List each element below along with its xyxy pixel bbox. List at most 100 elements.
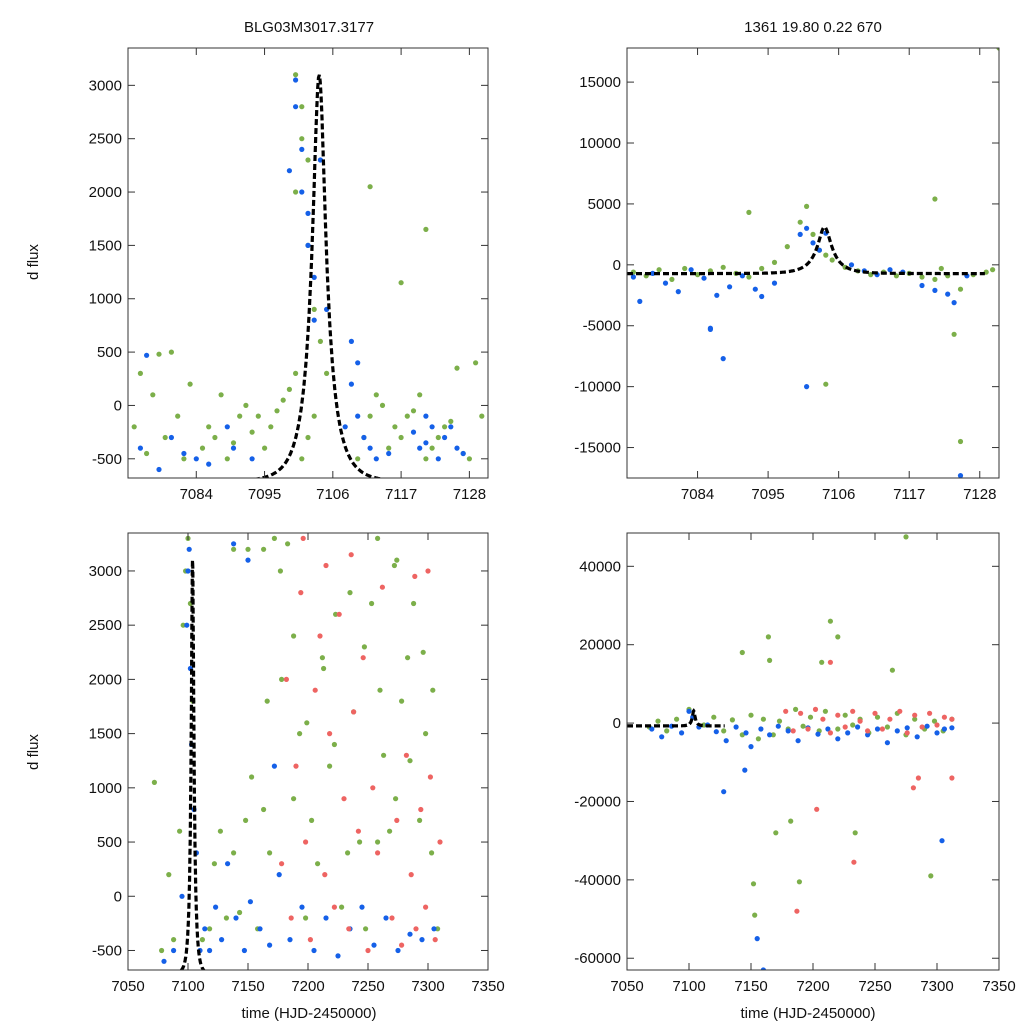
data-point-green	[187, 381, 193, 387]
data-point-red	[812, 706, 819, 713]
data-point-blue	[293, 104, 299, 110]
data-point-blue	[202, 926, 208, 932]
data-point-green	[211, 861, 217, 867]
y-tick-label: 500	[97, 834, 122, 851]
data-point-blue	[701, 275, 707, 281]
data-point-green	[177, 828, 183, 834]
data-point-red	[408, 872, 414, 878]
data-point-green	[755, 736, 762, 742]
data-point-blue	[156, 466, 162, 473]
data-point-blue	[804, 225, 810, 231]
data-point-green	[144, 450, 150, 457]
data-point-red	[949, 716, 955, 722]
data-point-blue	[184, 622, 190, 628]
data-point-green	[903, 534, 909, 540]
ylabel-top: d flux	[25, 244, 42, 280]
data-point-blue	[758, 726, 764, 732]
data-point-green	[262, 445, 268, 451]
points-bottom-right	[646, 534, 955, 970]
data-point-green	[957, 438, 964, 445]
data-point-green	[746, 209, 752, 215]
data-point-blue	[230, 445, 237, 451]
points-top-right	[630, 48, 999, 478]
data-point-green	[243, 402, 249, 408]
data-point-red	[283, 676, 289, 683]
data-point-red	[865, 728, 871, 734]
data-point-green	[171, 937, 177, 943]
x-tick-label: 7200	[796, 978, 829, 995]
y-tick-label: -10000	[574, 379, 621, 396]
data-point-blue	[386, 450, 392, 457]
data-point-blue	[733, 724, 739, 730]
data-point-red	[427, 774, 433, 780]
data-point-blue	[686, 708, 692, 714]
data-point-blue	[348, 338, 354, 344]
data-point-green	[771, 259, 778, 265]
data-point-green	[748, 712, 754, 718]
plot-frame	[626, 47, 1000, 479]
data-point-blue	[299, 189, 305, 195]
data-point-green	[367, 413, 373, 419]
data-point-blue	[219, 937, 225, 943]
x-tick-label: 7050	[111, 978, 144, 995]
data-point-blue	[267, 942, 273, 948]
data-point-green	[373, 392, 379, 398]
data-point-green	[212, 434, 218, 441]
data-point-blue	[293, 77, 299, 83]
data-point-green	[305, 434, 311, 441]
data-point-green	[695, 272, 701, 278]
data-point-blue	[752, 286, 758, 292]
data-point-green	[394, 557, 400, 563]
x-tick-label: 7084	[180, 486, 213, 503]
y-tick-label: 3000	[89, 77, 122, 94]
data-point-green	[375, 535, 381, 542]
data-point-green	[391, 562, 397, 569]
data-point-green	[752, 912, 758, 918]
data-point-blue	[679, 730, 685, 736]
data-point-green	[835, 634, 841, 640]
data-point-red	[835, 712, 841, 718]
data-point-green	[932, 196, 938, 202]
data-point-blue	[934, 730, 940, 736]
data-point-blue	[810, 240, 816, 246]
data-point-green	[223, 915, 229, 921]
data-point-green	[237, 413, 243, 419]
data-point-red	[288, 915, 294, 921]
data-point-blue	[743, 730, 749, 736]
data-point-blue	[845, 730, 851, 736]
y-tick-label: 1500	[89, 237, 122, 254]
data-point-green	[324, 370, 330, 376]
data-point-green	[393, 796, 399, 802]
data-point-green	[291, 633, 297, 639]
data-point-green	[261, 546, 267, 552]
data-point-red	[850, 708, 856, 714]
data-point-blue	[323, 915, 329, 921]
x-tick-label: 7350	[982, 978, 1015, 995]
y-tick-label: 10000	[579, 135, 621, 152]
data-point-green	[345, 850, 351, 856]
x-tick-label: 7106	[822, 486, 855, 503]
data-point-blue	[419, 937, 425, 943]
data-point-blue	[723, 738, 729, 744]
data-point-blue	[797, 231, 803, 237]
data-point-green	[655, 718, 661, 724]
data-point-blue	[186, 546, 192, 552]
data-point-green	[810, 231, 816, 237]
y-tick-label: -500	[92, 451, 122, 468]
data-point-green	[928, 873, 934, 879]
data-point-green	[827, 618, 834, 624]
y-tick-label: -500	[92, 942, 122, 959]
y-tick-label: 1000	[89, 780, 122, 797]
data-point-red	[279, 861, 285, 867]
data-point-green	[218, 392, 224, 398]
data-point-blue	[835, 736, 841, 742]
data-point-red	[327, 731, 333, 737]
data-point-green	[274, 408, 280, 414]
data-point-green	[435, 926, 441, 932]
data-point-green	[417, 817, 423, 824]
x-tick-label: 7200	[291, 978, 324, 995]
data-point-green	[277, 568, 283, 574]
panel-top-left: -500 0 500 1000 1500 2000 2500 3000 7084 7095 7106…	[89, 47, 489, 503]
data-point-green	[404, 413, 410, 419]
